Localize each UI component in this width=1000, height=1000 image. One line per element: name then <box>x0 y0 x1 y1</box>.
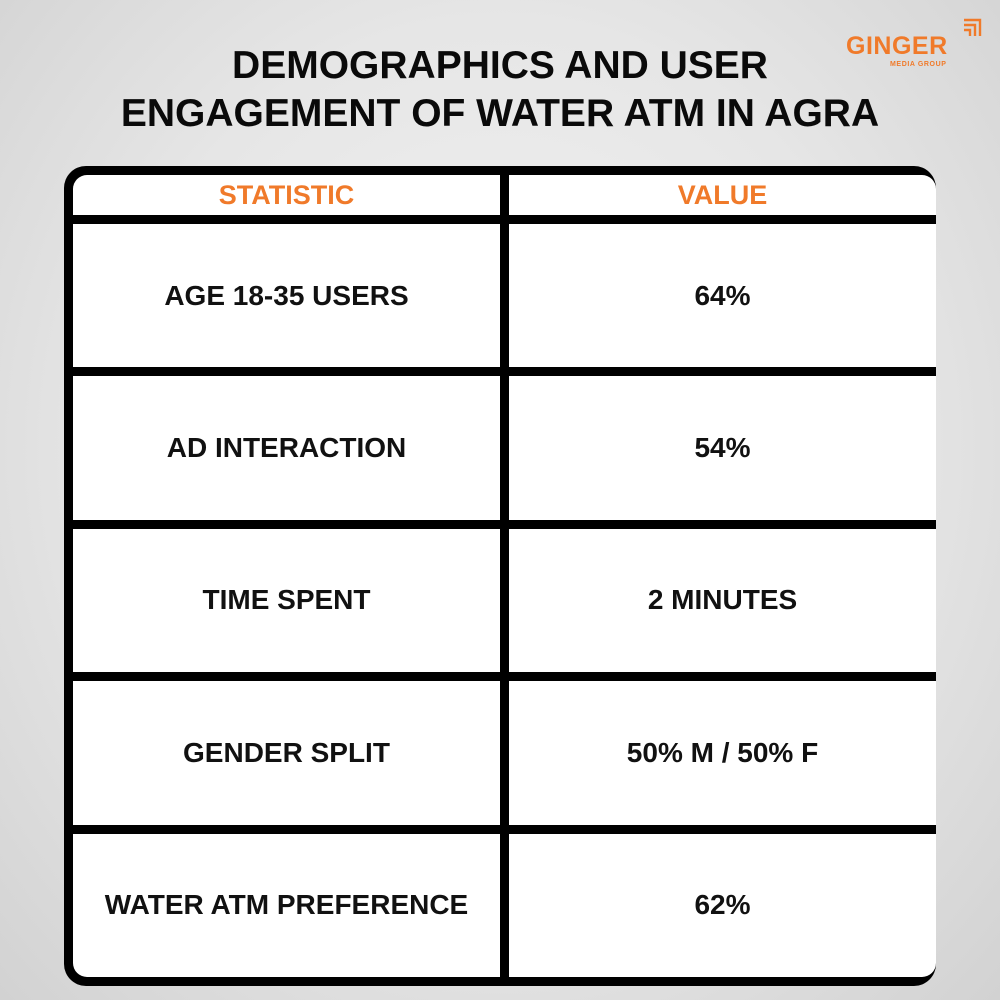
row-2-statistic: AD INTERACTION <box>73 376 500 520</box>
logo-subtitle: MEDIA GROUP <box>890 61 947 68</box>
row-1-statistic: AGE 18-35 USERS <box>73 224 500 368</box>
row-2-value: 54% <box>509 376 936 520</box>
header-statistic: STATISTIC <box>73 175 500 215</box>
row-1-value: 64% <box>509 224 936 368</box>
row-4-value: 50% M / 50% F <box>509 681 936 825</box>
ginger-logo: GINGER MEDIA GROUP <box>846 18 986 80</box>
row-3-statistic: TIME SPENT <box>73 528 500 673</box>
title-line-2: ENGAGEMENT OF WATER ATM IN AGRA <box>120 92 880 135</box>
logo-mark-icon <box>964 18 982 36</box>
row-3-value: 2 MINUTES <box>509 528 936 673</box>
row-4-statistic: GENDER SPLIT <box>73 681 500 825</box>
page-title: DEMOGRAPHICS AND USER ENGAGEMENT OF WATE… <box>0 42 1000 138</box>
header-value: VALUE <box>509 175 936 215</box>
title-line-1: DEMOGRAPHICS AND USER <box>232 44 768 87</box>
logo-wordmark: GINGER <box>846 32 948 60</box>
row-5-value: 62% <box>509 833 936 977</box>
row-5-statistic: WATER ATM PREFERENCE <box>73 833 500 977</box>
stats-table: STATISTIC VALUE AGE 18-35 USERS 64% AD I… <box>64 166 936 986</box>
